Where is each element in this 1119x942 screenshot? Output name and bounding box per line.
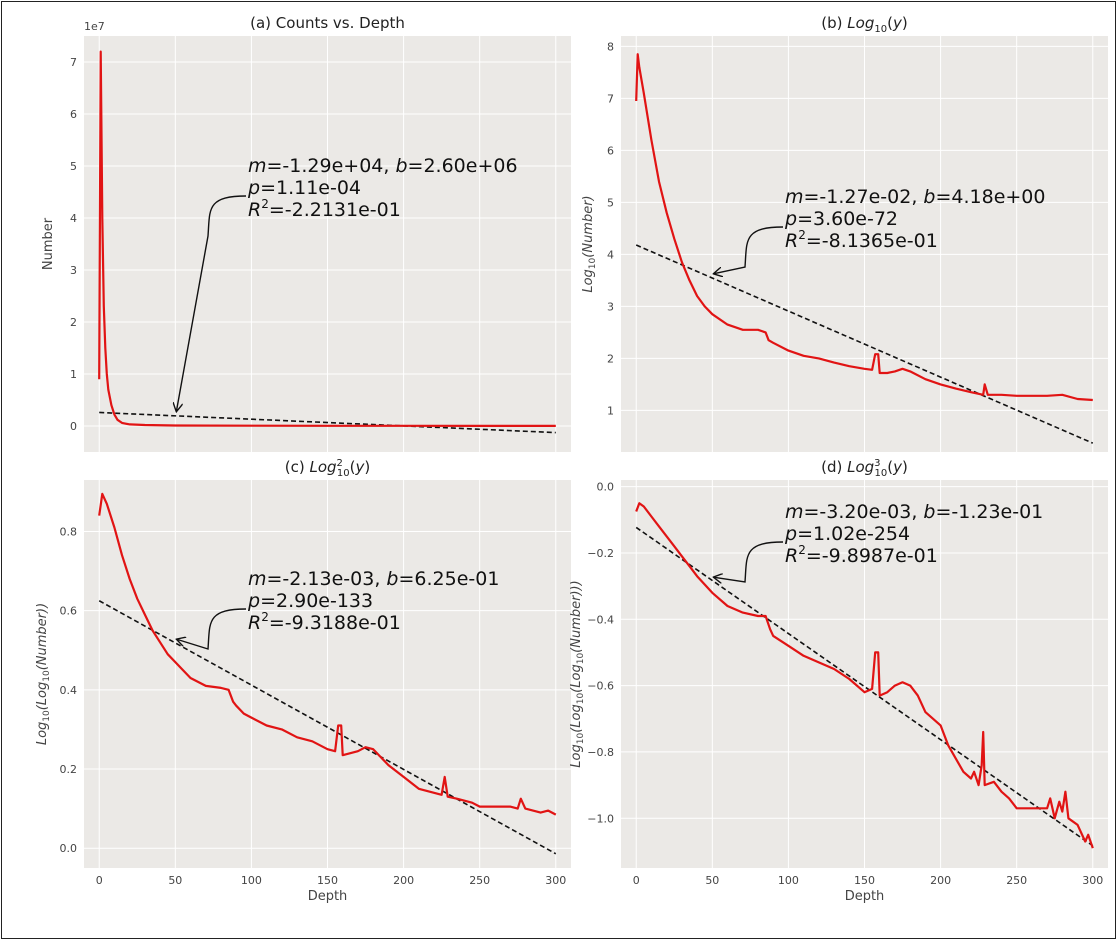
y-tick-label: 4 [70,212,77,225]
fit-line [635,244,1094,444]
chart-panel-2: 1 2 3 4 5 6 7 8 (b) Log10(y) Log10(Number) m=-1.27… [581,14,1108,452]
y-tick-label: −0.6 [587,680,614,693]
fit-params-text: m=-1.27e-02, b=4.18e+00 [785,186,1045,208]
y-tick-label: 0.4 [60,684,78,697]
y-multiplier: 1e7 [84,20,105,33]
panel-title: (d) Log3 10(y) [821,458,908,479]
x-tick-label: 0 [96,874,103,887]
fit-line [99,411,556,434]
x-axis-label: Depth [308,889,348,904]
y-tick-label: −0.4 [587,613,614,626]
x-tick-label: 300 [1082,874,1103,887]
x-tick-label: 150 [317,874,338,887]
panel-title: (a) Counts vs. Depth [250,14,405,32]
x-tick-label: 50 [168,874,182,887]
chart-panel-3: 0.0 0.2 0.4 0.6 0.8 0 50 100 150 200 250 300 (c) Log… [35,458,571,904]
y-tick-label: 0.8 [60,525,78,538]
y-tick-label: 8 [607,40,614,53]
y-tick-label: −0.2 [587,547,614,560]
y-tick-label: 5 [607,196,614,209]
fit-line [98,600,557,855]
y-tick-label: 7 [607,92,614,105]
annotation-arrow [713,226,784,274]
x-tick-label: 250 [1006,874,1027,887]
annotation-arrow [176,195,247,412]
fit-r2-text: R2=-8.1365e-01 [785,228,938,252]
y-tick-label: 4 [607,248,614,261]
y-tick-label: 0.0 [597,481,615,494]
y-tick-label: 2 [607,352,614,365]
panel-title: (c) Log2 10(y) [285,458,371,479]
y-tick-label: 0 [70,420,77,433]
fit-r2-text: R2=-9.3188e-01 [248,610,401,634]
chart-panel-1: 0 1 2 3 4 5 6 7 1e7 (a) Counts vs. Depth Number m=-… [41,14,571,452]
data-series-line [98,492,557,816]
x-axis-label: Depth [845,889,885,904]
y-tick-label: 1 [70,368,77,381]
fit-p-text: p=1.11e-04 [247,177,361,199]
fit-r2-text: R2=-2.2131e-01 [248,197,401,221]
fit-params-text: m=-1.29e+04, b=2.60e+06 [248,155,518,177]
x-tick-label: 300 [545,874,566,887]
x-tick-label: 100 [778,874,799,887]
y-tick-label: 5 [70,160,77,173]
x-tick-label: 0 [633,874,640,887]
fit-p-text: p=2.90e-133 [247,590,373,612]
annotation-arrow [176,608,247,650]
fit-p-text: p=1.02e-254 [784,523,910,545]
data-series-line [98,50,556,427]
y-tick-label: 7 [70,56,77,69]
y-tick-label: −1.0 [587,812,614,825]
fit-params-text: m=-2.13e-03, b=6.25e-01 [248,568,499,590]
y-tick-label: 0.0 [60,842,78,855]
y-tick-label: 3 [70,264,77,277]
fit-p-text: p=3.60e-72 [784,208,898,230]
fit-r2-text: R2=-9.8987e-01 [785,543,938,567]
data-series-line [635,502,1094,849]
y-tick-label: 2 [70,316,77,329]
y-tick-label: −0.8 [587,746,614,759]
y-tick-label: 3 [607,300,614,313]
y-tick-label: 6 [70,108,77,121]
data-series-line [635,53,1093,402]
y-axis-label: Number [41,217,56,270]
x-tick-label: 150 [854,874,875,887]
fit-params-text: m=-3.20e-03, b=-1.23e-01 [785,501,1043,523]
y-tick-label: 0.6 [60,605,78,618]
panel-title: (b) Log10(y) [821,14,907,35]
annotation-arrow [713,541,784,582]
y-tick-label: 1 [607,404,614,417]
x-tick-label: 200 [930,874,951,887]
y-axis-label: Log10(Number) [581,195,598,292]
y-axis-label: Log10(Log10(Number)) [35,603,52,745]
x-tick-label: 100 [241,874,262,887]
y-axis-label: Log10(Log10(Log10(Number))) [569,580,586,767]
y-tick-label: 0.2 [60,763,78,776]
y-tick-label: 6 [607,144,614,157]
chart-panel-4: −1.0 −0.8 −0.6 −0.4 −0.2 0.0 0 50 100 150 200 250 30… [569,458,1108,904]
x-tick-label: 200 [393,874,414,887]
x-tick-label: 50 [705,874,719,887]
x-tick-label: 250 [469,874,490,887]
